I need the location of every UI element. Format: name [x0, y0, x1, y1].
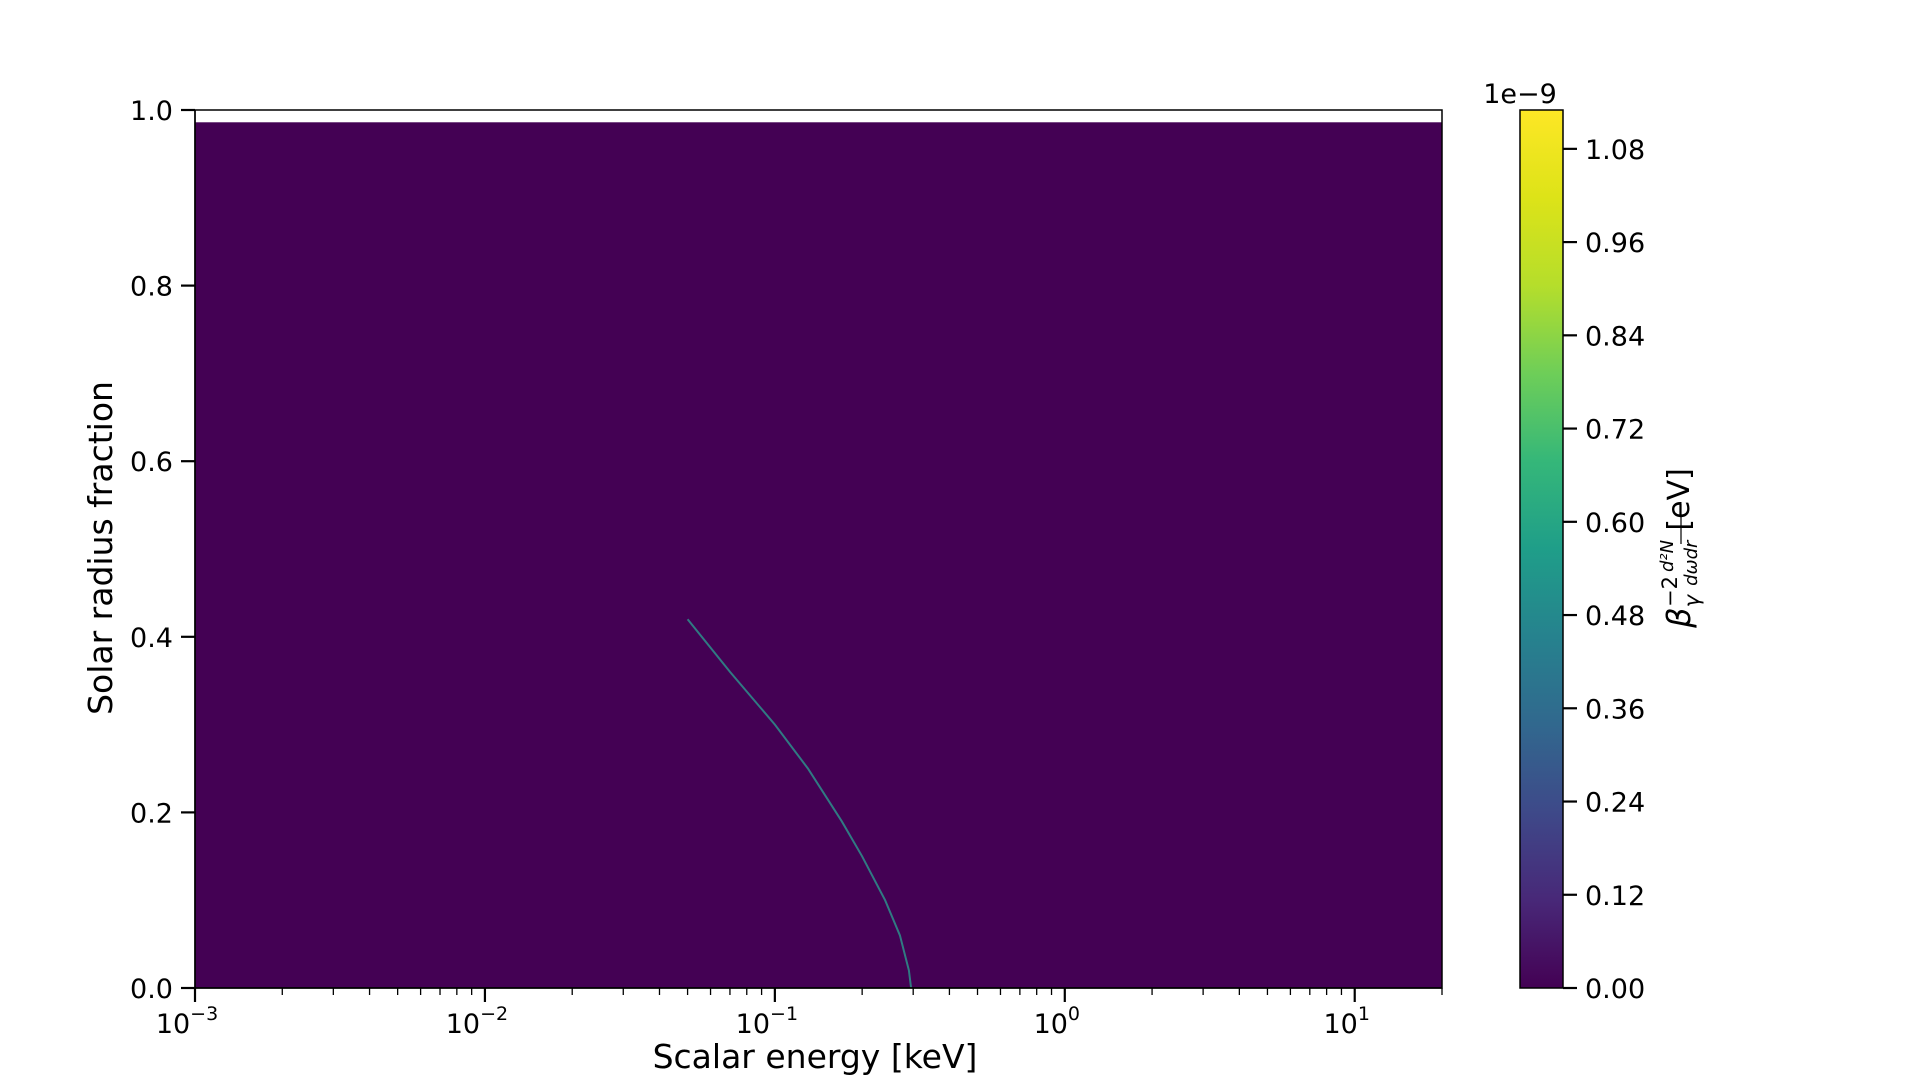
- y-tick-label: 0.8: [130, 272, 173, 303]
- colorbar-frame: [1519, 109, 1564, 989]
- colorbar-tick-label: 0.36: [1585, 694, 1645, 725]
- x-axis: 10−3 10−2 10−1 100 101: [156, 987, 1443, 1040]
- emission-ridge: [686, 618, 913, 989]
- x-tick-exponent: 0: [1068, 1003, 1080, 1025]
- x-tick-base: 10: [736, 1009, 770, 1040]
- colorbar-tick-label: 0.12: [1585, 881, 1645, 912]
- x-tick-label: 10−3: [156, 1003, 218, 1040]
- colorbar-ticks: 0.00 0.12 0.24 0.36 0.48 0.60 0.72 0.84 0.96 1.08: [1563, 135, 1645, 1005]
- x-tick-base: 10: [446, 1009, 480, 1040]
- x-tick-label: 10−2: [446, 1003, 508, 1040]
- colorbar-tick-label: 0.72: [1585, 415, 1645, 446]
- colorbar-tick-label: 0.24: [1585, 788, 1645, 819]
- x-tick-base: 10: [156, 1009, 190, 1040]
- y-tick-label: 0.4: [130, 623, 173, 654]
- colorbar-label-num: d²N: [1657, 540, 1678, 572]
- y-axis: 0.0 0.2 0.4 0.6 0.8 1.0: [130, 96, 196, 1005]
- colorbar-exponent: 1e−9: [1483, 79, 1557, 110]
- x-tick-exponent: −3: [190, 1003, 218, 1025]
- x-tick-base: 10: [1034, 1009, 1068, 1040]
- x-tick-base: 10: [1323, 1009, 1357, 1040]
- colorbar-label-den: dωdr: [1681, 539, 1702, 586]
- colorbar: 0.00 0.12 0.24 0.36 0.48 0.60 0.72 0.84 0.96 1.08…: [1483, 79, 1704, 1005]
- colorbar-tick-label: 0.60: [1585, 508, 1645, 539]
- plot-area: [194, 109, 1443, 989]
- colorbar-tick-label: 0.00: [1585, 974, 1645, 1005]
- colorbar-tick-label: 0.96: [1585, 228, 1645, 259]
- y-axis-label: Solar radius fraction: [81, 381, 120, 715]
- x-tick-label: 101: [1323, 1003, 1369, 1040]
- x-axis-label: Scalar energy [keV]: [653, 1037, 978, 1076]
- colorbar-label-symbol: β: [1660, 607, 1698, 628]
- colorbar-label-unit: [eV]: [1662, 468, 1697, 530]
- y-tick-label: 1.0: [130, 96, 173, 127]
- colorbar-gradient: [1520, 110, 1563, 988]
- y-tick-label: 0.2: [130, 798, 173, 829]
- x-tick-exponent: −2: [480, 1003, 508, 1025]
- colorbar-label-sup: −2: [1658, 576, 1682, 607]
- x-tick-exponent: 1: [1358, 1003, 1370, 1025]
- colorbar-tick-label: 0.48: [1585, 601, 1645, 632]
- y-tick-label: 0.6: [130, 447, 173, 478]
- x-tick-exponent: −1: [770, 1003, 798, 1025]
- colorbar-label-sub: γ: [1680, 593, 1704, 607]
- colorbar-label: βγ−2 d²N dωdr [eV]: [1657, 468, 1704, 629]
- heatmap-fill: [195, 122, 1442, 989]
- x-tick-label: 10−1: [736, 1003, 798, 1040]
- y-tick-label: 0.0: [130, 974, 173, 1005]
- colorbar-tick-label: 0.84: [1585, 321, 1645, 352]
- x-tick-label: 100: [1034, 1003, 1080, 1040]
- colorbar-tick-label: 1.08: [1585, 135, 1645, 166]
